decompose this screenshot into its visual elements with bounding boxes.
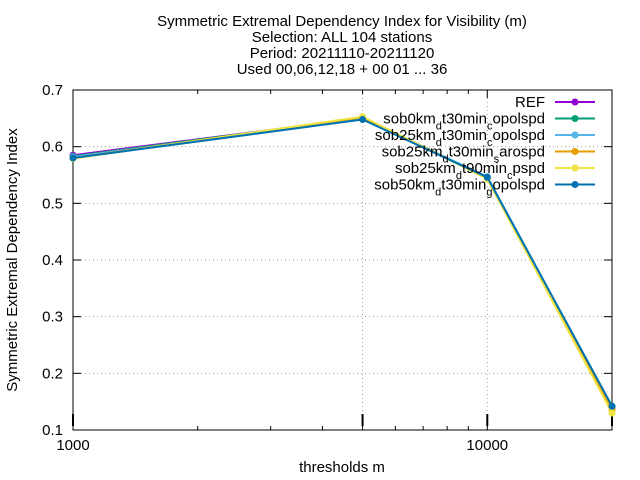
legend-label: REF [515,94,545,111]
legend: REFsob0kmdt30mincopolspdsob25kmdt30minco… [374,94,595,199]
legend-marker [571,148,579,155]
legend-marker [571,181,579,188]
x-tick-label: 10000 [466,437,508,454]
legend-marker [571,115,579,122]
title-line-2: Selection: ALL 104 stations [252,29,432,46]
x-tick-labels: 1000 10000 [56,437,508,454]
y-tick-label: 0.7 [42,82,63,99]
legend-marker [571,131,579,139]
y-axis-label: Symmetric Extremal Dependency Index [4,128,21,392]
legend-label: sob25kmdt90mincpspd [395,160,545,182]
legend-marker [571,164,579,172]
data-point [608,409,616,417]
data-point [608,402,616,410]
data-point [69,154,77,162]
grid [73,90,612,430]
title-line-3: Period: 20211110-20211120 [250,45,435,62]
plot-axes [72,89,613,431]
title-line-1: Symmetric Extremal Dependency Index for … [157,13,527,30]
legend-label: sob25kmdt30mincopolspd [375,127,545,149]
series-line [72,118,613,407]
plot-border [72,89,613,431]
legend-label: sob0kmdt30mincopolspd [383,111,545,133]
x-tick-label: 1000 [56,437,89,454]
x-axis-label: thresholds m [299,459,385,476]
y-tick-label: 0.3 [42,309,63,326]
y-tick-labels: 0.1 0.2 0.3 0.4 0.5 0.6 0.7 [42,82,63,439]
y-tick-label: 0.2 [42,365,63,382]
title-line-4: Used 00,06,12,18 + 00 01 ... 36 [237,61,448,78]
series-lines [69,113,616,417]
legend-label: sob25kmdt30minsarospd [382,144,545,166]
y-tick-label: 0.1 [42,422,63,439]
data-point [483,173,491,181]
legend-marker [571,98,579,106]
data-point [359,115,367,123]
y-tick-label: 0.4 [42,252,63,269]
legend-label: sob50kmdt30mingopolspd [374,177,545,199]
chart-title: Symmetric Extremal Dependency Index for … [157,13,527,78]
y-tick-label: 0.6 [42,139,63,156]
y-tick-label: 0.5 [42,195,63,212]
